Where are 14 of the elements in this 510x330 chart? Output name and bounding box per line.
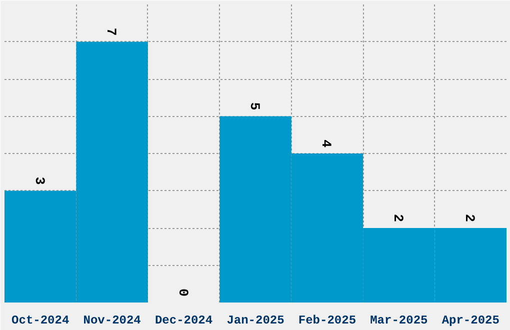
data-label: 7 — [102, 28, 118, 36]
data-label: 2 — [461, 214, 476, 222]
x-tick-label: Dec-2024 — [154, 314, 213, 328]
x-tick-label: Apr-2025 — [442, 314, 500, 328]
x-tick-label: Feb-2025 — [298, 314, 356, 328]
data-label: 3 — [30, 176, 46, 185]
x-tick-label: Mar-2025 — [370, 314, 428, 328]
data-label: 2 — [389, 214, 404, 222]
x-tick-label: Nov-2024 — [83, 314, 141, 328]
x-tick-label: Jan-2025 — [226, 314, 284, 328]
x-tick-label: Oct-2024 — [12, 314, 70, 328]
data-label: 4 — [318, 140, 333, 148]
data-label: 5 — [246, 102, 261, 110]
data-label: 0 — [174, 288, 190, 296]
